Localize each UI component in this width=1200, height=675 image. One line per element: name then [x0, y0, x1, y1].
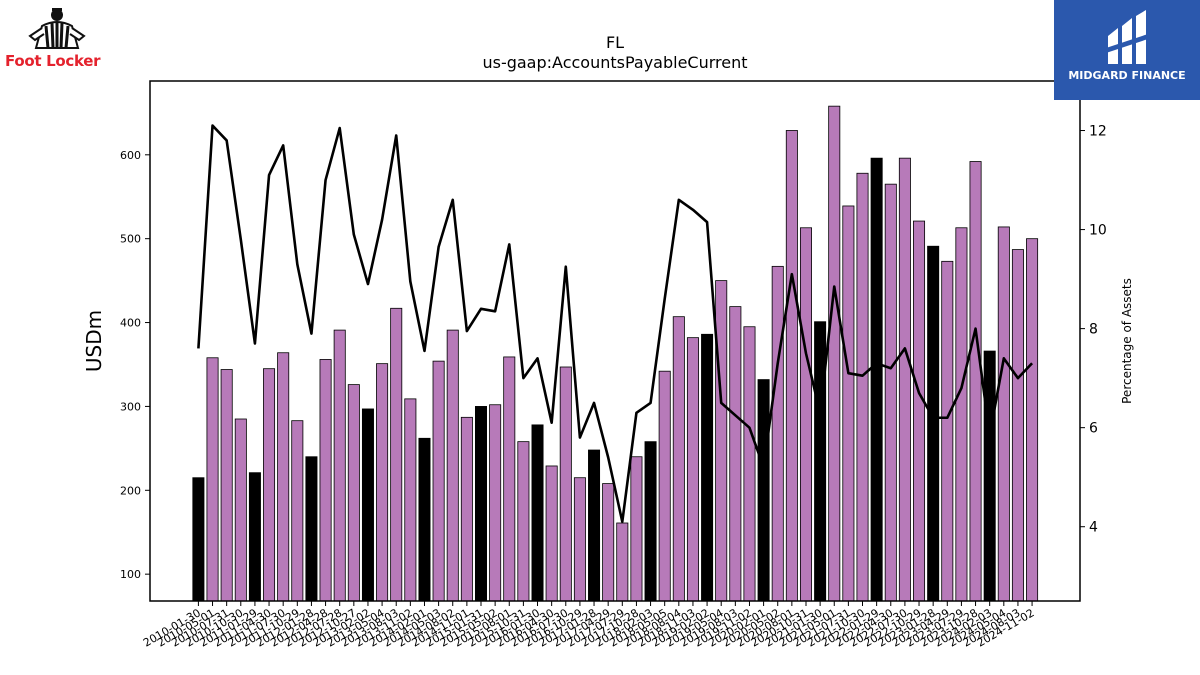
bar [192, 477, 205, 602]
bar [969, 161, 982, 602]
bar [460, 416, 473, 602]
bar [785, 130, 798, 602]
percentage-line-series [197, 124, 1034, 524]
bar [206, 357, 219, 602]
chart-title: FL [606, 33, 624, 52]
bar [333, 329, 346, 602]
bar [658, 370, 671, 602]
bar [602, 483, 615, 602]
bar [573, 477, 586, 602]
bar [983, 350, 996, 602]
y2-tick-label: 10 [1089, 223, 1107, 239]
bar [941, 260, 954, 602]
bar [503, 356, 516, 602]
midgard-finance-logo: MIDGARD FINANCE [1054, 0, 1200, 100]
bar [248, 472, 261, 602]
y2-tick-label: 6 [1089, 421, 1098, 437]
bar [305, 456, 318, 602]
bar [856, 172, 869, 602]
y-tick-label: 200 [120, 484, 141, 497]
bar [729, 306, 742, 602]
chart-subtitle: us-gaap:AccountsPayableCurrent [482, 53, 747, 72]
bar [588, 449, 601, 602]
bar [757, 379, 770, 602]
bar [361, 408, 374, 602]
y-tick-label: 600 [120, 149, 141, 162]
bar [884, 183, 897, 602]
referee-icon [28, 8, 86, 49]
bar [517, 441, 530, 602]
bar [489, 404, 502, 602]
bar [432, 360, 445, 602]
bar [913, 220, 926, 602]
bar [686, 337, 699, 602]
bar [474, 406, 487, 602]
bar [771, 265, 784, 602]
bar [644, 441, 657, 602]
percentage-line [197, 124, 1034, 524]
y-tick-label: 400 [120, 317, 141, 330]
left-y-axis: 100 200 300 400 500 600 [120, 149, 150, 581]
bar [531, 424, 544, 602]
bar [234, 418, 247, 602]
bar [898, 157, 911, 602]
bar [545, 465, 558, 602]
bar-series [192, 105, 1039, 602]
bar [842, 205, 855, 602]
plot-area-frame [149, 80, 1081, 602]
bar [291, 420, 304, 602]
bar [828, 105, 841, 602]
bar [927, 245, 940, 602]
bar [390, 307, 403, 602]
y-axis-label: USDm [82, 310, 106, 372]
bar [263, 368, 276, 602]
bar [799, 227, 812, 602]
bar [418, 437, 431, 602]
bar [277, 352, 290, 602]
bar [997, 226, 1010, 602]
bar [1026, 238, 1039, 602]
bar [559, 366, 572, 602]
bar [630, 456, 643, 602]
y2-tick-label: 12 [1089, 124, 1107, 140]
midgard-finance-wordmark: MIDGARD FINANCE [1068, 69, 1186, 82]
bar [672, 316, 685, 602]
x-axis: 2010-01-302010-05-012010-07-312010-10-30… [141, 601, 1037, 650]
bar [404, 398, 417, 602]
bar [701, 333, 714, 602]
bar [870, 157, 883, 602]
bar [814, 321, 827, 602]
bar [347, 384, 360, 602]
bar [1011, 249, 1024, 602]
bar [220, 369, 233, 602]
y2-axis-label: Percentage of Assets [1120, 278, 1134, 404]
right-y-axis: 4 6 8 10 12 [1080, 124, 1107, 536]
y2-tick-label: 8 [1089, 322, 1098, 338]
y2-tick-label: 4 [1089, 520, 1098, 536]
midgard-emblem-icon [1106, 10, 1148, 64]
bar [376, 363, 389, 602]
foot-locker-logo: Foot Locker [2, 4, 112, 74]
foot-locker-wordmark: Foot Locker [5, 52, 101, 70]
bar [743, 326, 756, 602]
bar [616, 522, 629, 602]
y-tick-label: 100 [120, 568, 141, 581]
bar [319, 359, 332, 602]
bar [715, 280, 728, 602]
bar [446, 329, 459, 602]
bar [955, 227, 968, 602]
y-tick-label: 500 [120, 233, 141, 246]
y-tick-label: 300 [120, 400, 141, 413]
